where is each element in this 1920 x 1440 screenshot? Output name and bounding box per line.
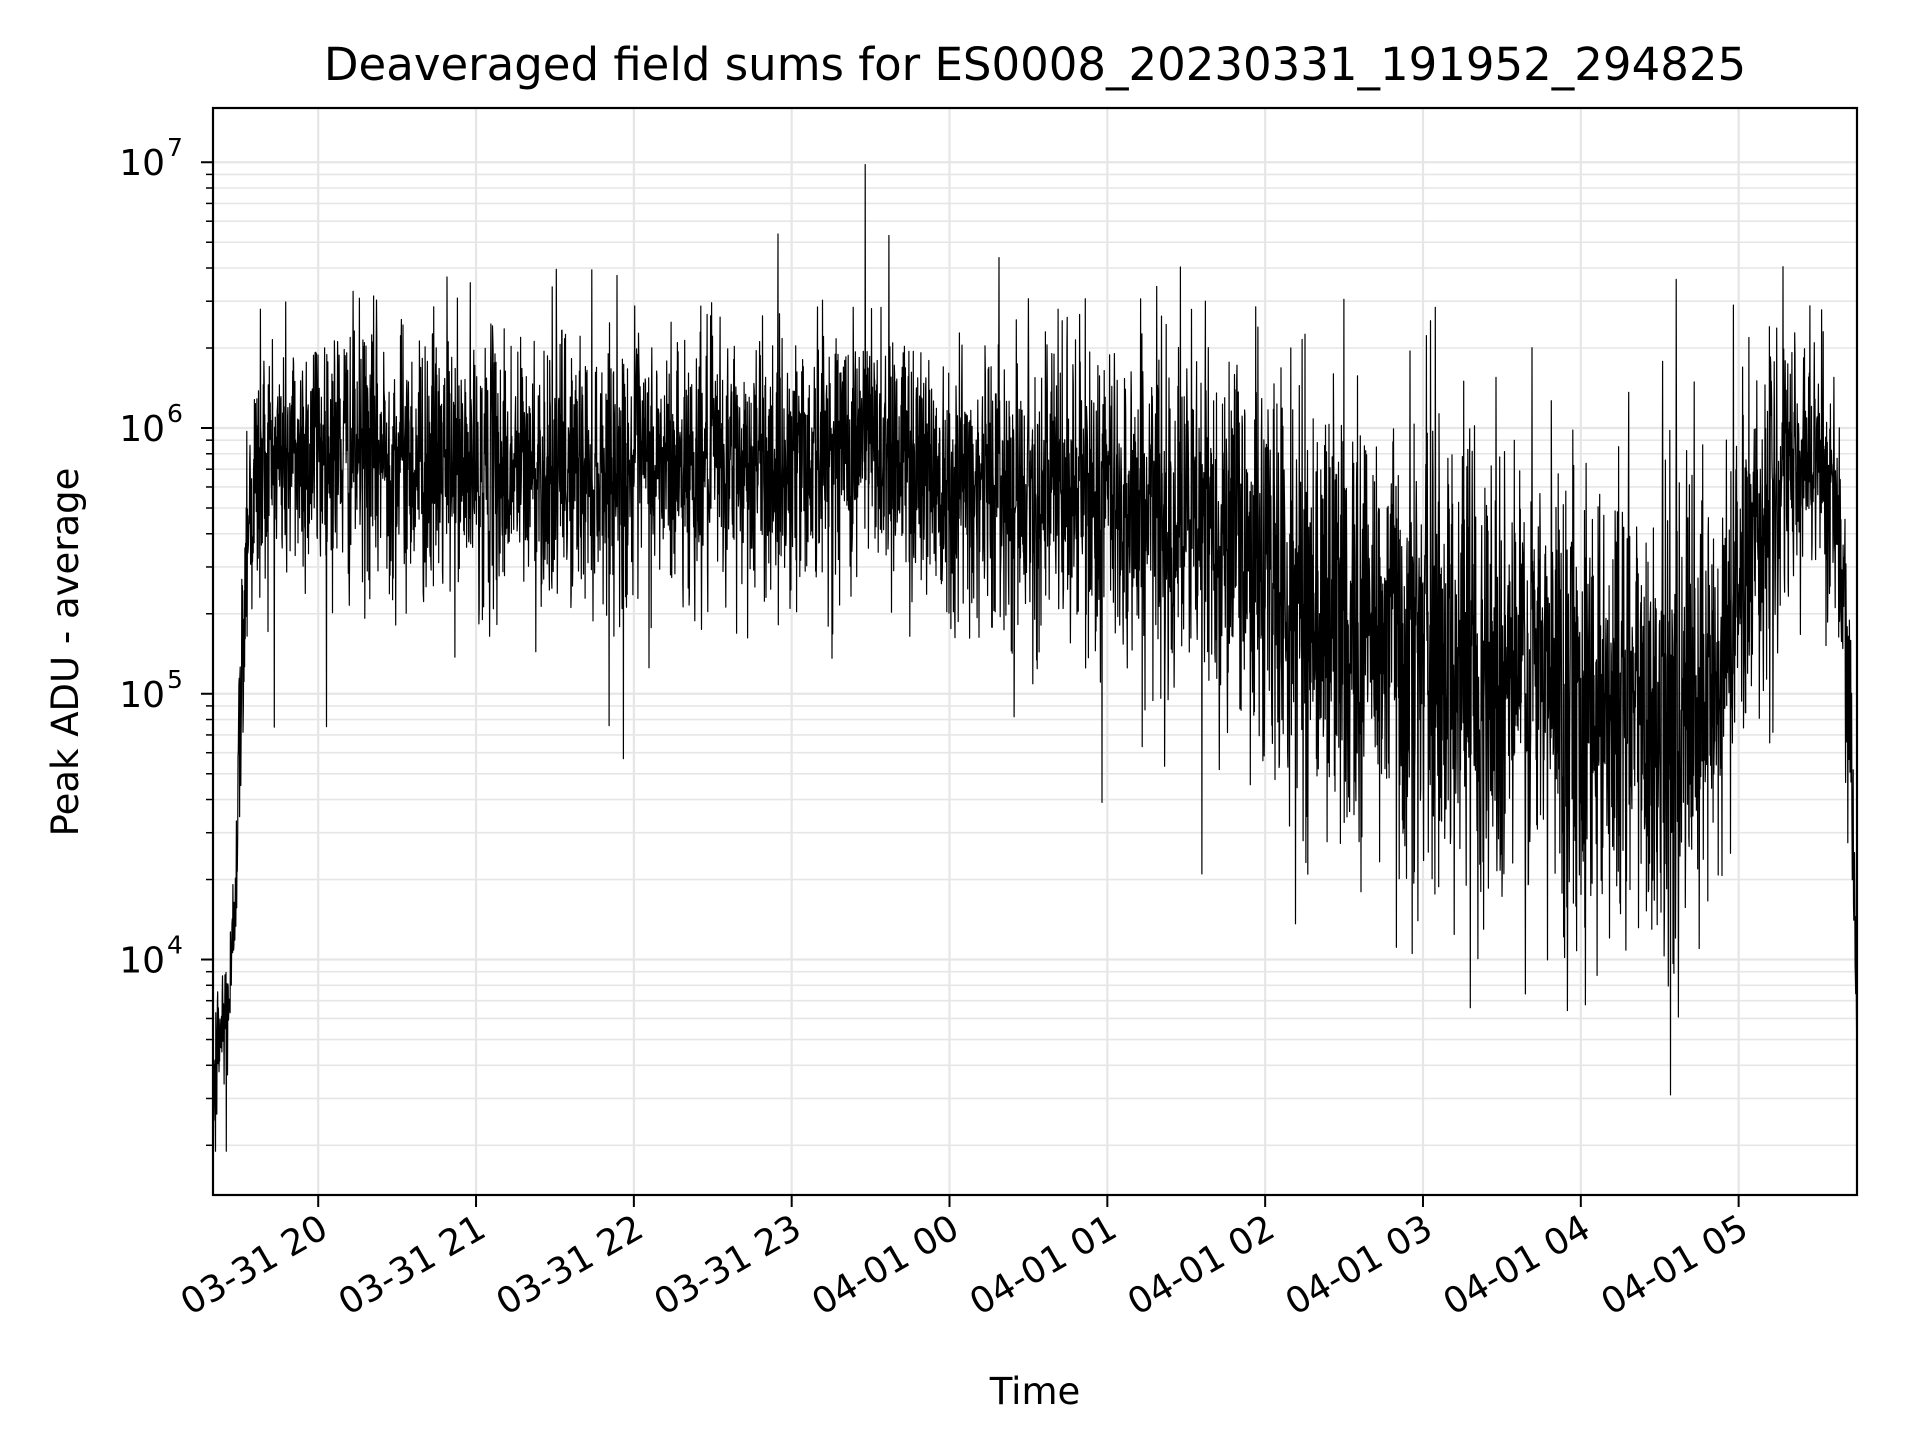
- series-line: [213, 164, 1857, 1152]
- x-axis-label: Time: [989, 1370, 1081, 1413]
- y-tick-label: 10: [119, 409, 165, 450]
- plot-frame: [211, 106, 1859, 1197]
- y-tick-label: 10: [119, 941, 165, 982]
- y-tick-exponent: 4: [167, 931, 183, 960]
- y-tick-exponent: 5: [167, 665, 183, 694]
- y-tick-label: 10: [119, 143, 165, 184]
- chart-title: Deaveraged field sums for ES0008_2023033…: [324, 38, 1746, 91]
- y-tick-label: 10: [119, 675, 165, 716]
- y-tick-exponent: 7: [167, 133, 183, 162]
- y-tick-exponent: 6: [167, 399, 183, 428]
- series-layer: [213, 164, 1857, 1152]
- y-axis-label: Peak ADU - average: [44, 468, 87, 837]
